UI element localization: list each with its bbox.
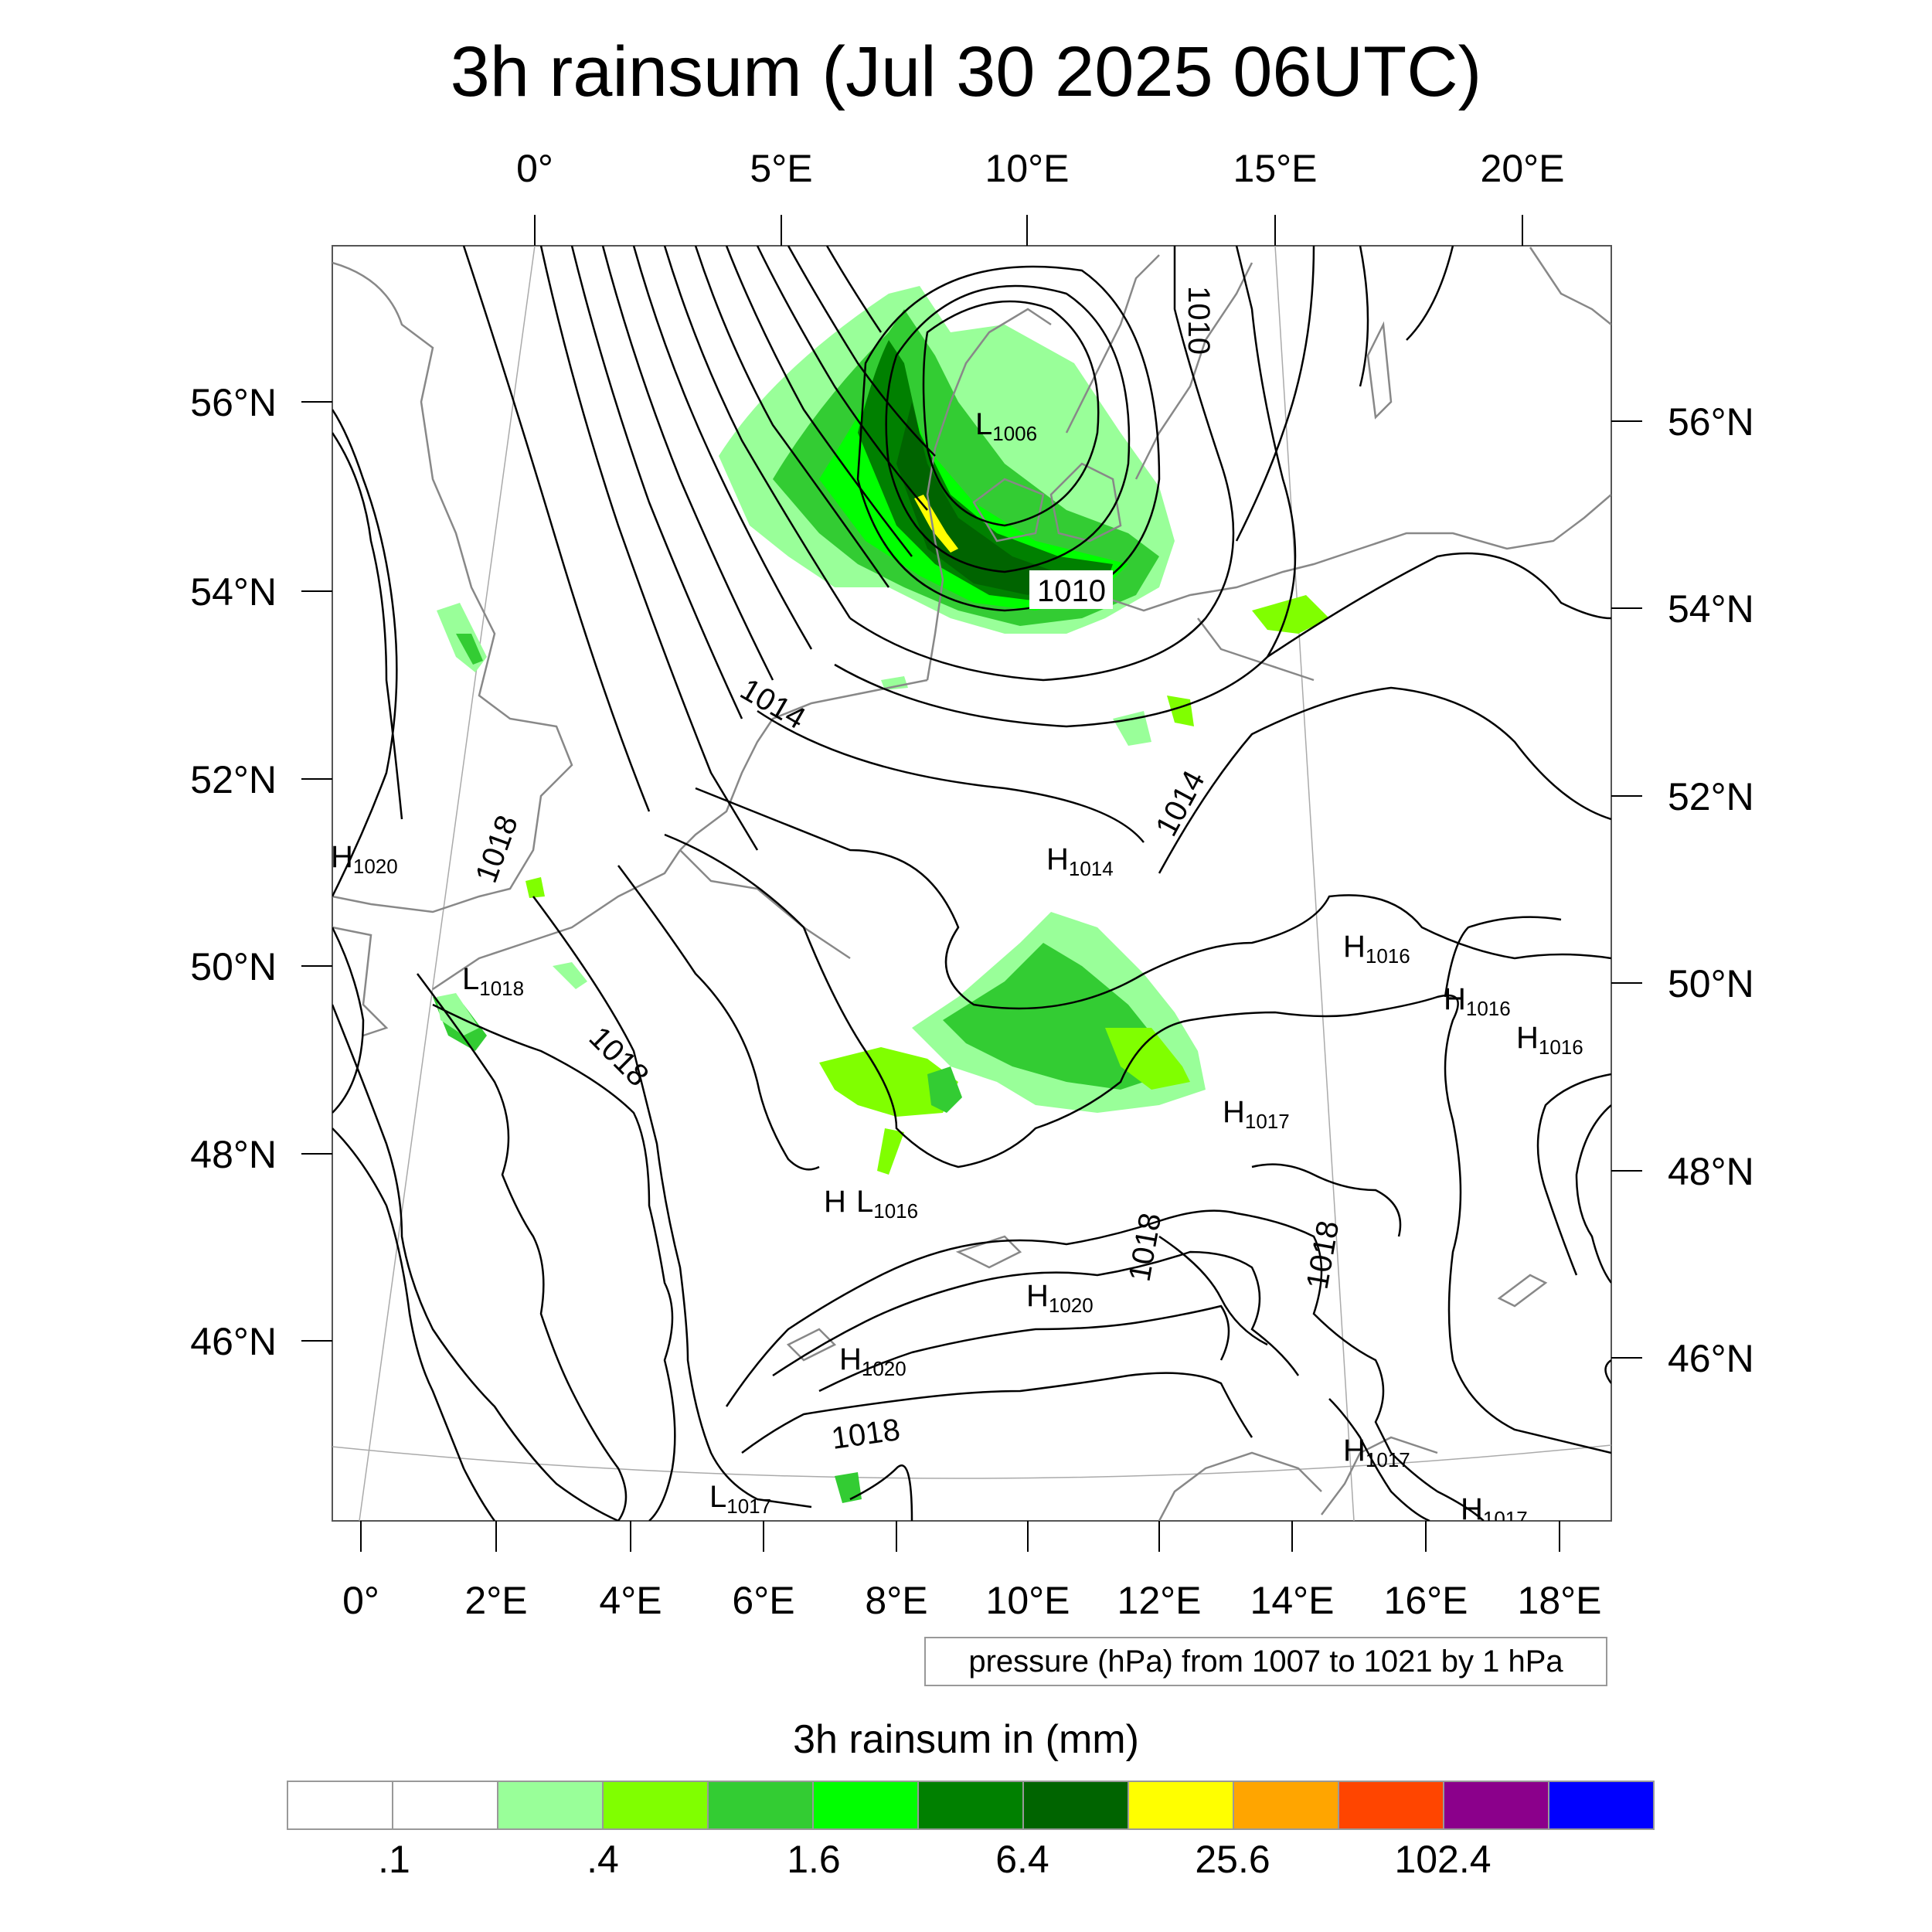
bottom-lon-tick-label: 16°E [1384, 1579, 1468, 1622]
bottom-lon-tick-label: 18°E [1518, 1579, 1602, 1622]
rain-area-central-lime [1105, 1028, 1190, 1090]
left-lat-labels: 56°N 54°N 52°N 50°N 48°N 46°N [190, 381, 277, 1363]
map-title: 3h rainsum (Jul 30 2025 06UTC) [450, 32, 1482, 111]
top-lon-tick-label: 0° [516, 147, 553, 190]
pressure-center-label: H1020 [331, 840, 398, 878]
rain-area-darkest [896, 402, 1066, 595]
rain-area-east-patch [1252, 595, 1329, 634]
pressure-center-label: H1017 [1223, 1095, 1290, 1133]
pressure-center-label: H1016 [1444, 982, 1511, 1020]
top-lon-tick-label: 10°E [985, 147, 1070, 190]
right-lat-tick-label: 52°N [1668, 775, 1754, 818]
rain-field [433, 286, 1329, 1503]
pressure-center-label: H1017 [1461, 1492, 1528, 1530]
rain-area-yellow [914, 495, 958, 553]
pressure-center-label: L1006 [975, 407, 1037, 445]
bottom-lon-tick-label: 12°E [1117, 1579, 1202, 1622]
right-lat-tick-label: 54°N [1668, 587, 1754, 631]
rain-area-small-3 [835, 1472, 862, 1503]
bottom-lon-tick-label: 2°E [464, 1579, 527, 1622]
pressure-center-label: H1020 [839, 1342, 906, 1380]
rain-area-small-6 [881, 676, 908, 690]
top-lon-tick-label: 5°E [750, 147, 812, 190]
pressure-center-label: H1020 [1026, 1279, 1094, 1317]
bottom-lon-tick-label: 4°E [599, 1579, 662, 1622]
bottom-lon-tick-label: 8°E [865, 1579, 927, 1622]
isobar-label: 1010 [1037, 574, 1106, 608]
bottom-lon-labels: 0° 2°E 4°E 6°E 8°E 10°E 12°E 14°E 16°E 1… [342, 1579, 1601, 1622]
rain-area-dark [858, 340, 1113, 603]
rain-area-small-2 [553, 962, 587, 989]
top-lon-tick-label: 15°E [1233, 147, 1318, 190]
pressure-center-label: L1016 [856, 1185, 918, 1223]
bottom-lon-tick-label: 10°E [986, 1579, 1070, 1622]
rain-area-small-5 [1167, 696, 1194, 726]
pressure-center-label: H [824, 1185, 846, 1219]
pressure-info-box: pressure (hPa) from 1007 to 1021 by 1 hP… [924, 1637, 1607, 1686]
rain-area-small-7 [526, 877, 545, 898]
left-lat-tick-label: 52°N [190, 758, 277, 801]
pressure-center-label: L1017 [709, 1480, 771, 1518]
pressure-center-label: H1016 [1343, 930, 1410, 968]
rain-area-small-1 [877, 1128, 904, 1175]
pressure-centers: L1006 H1020 H1014 L1018 H1016 H1016 H101… [331, 407, 1583, 1530]
left-lat-tick-label: 50°N [190, 945, 277, 988]
pressure-center-label: H1017 [1343, 1434, 1410, 1471]
rain-area-green [773, 309, 1159, 626]
rain-area-central-green [943, 943, 1167, 1090]
right-lat-tick-label: 48°N [1668, 1150, 1754, 1193]
bottom-lon-tick-label: 0° [342, 1579, 379, 1622]
left-lat-tick-label: 54°N [190, 570, 277, 614]
top-lon-tick-label: 20°E [1481, 147, 1565, 190]
left-lat-tick-label: 46°N [190, 1320, 277, 1363]
tick-marks [301, 215, 1642, 1552]
right-lat-labels: 56°N 54°N 52°N 50°N 48°N 46°N [1668, 400, 1754, 1380]
coastlines [332, 247, 1611, 1521]
isobars [332, 246, 1611, 1521]
right-lat-tick-label: 50°N [1668, 962, 1754, 1005]
rain-area-west-patch-green [927, 1066, 962, 1113]
left-lat-tick-label: 48°N [190, 1133, 277, 1176]
right-lat-tick-label: 56°N [1668, 400, 1754, 444]
pressure-center-label: H1014 [1046, 842, 1114, 880]
top-lon-labels: 0° 5°E 10°E 15°E 20°E [516, 147, 1564, 190]
pressure-center-label: H1016 [1516, 1021, 1583, 1059]
graticule [332, 246, 1611, 1521]
pressure-center-label: L1018 [462, 962, 524, 1000]
bottom-lon-tick-label: 14°E [1250, 1579, 1335, 1622]
colorbar-title: 3h rainsum in (mm) [793, 1717, 1139, 1762]
rain-area-channel-light [437, 993, 479, 1036]
rain-area-west-patch [819, 1047, 958, 1117]
isobar-label: 1010 [1182, 286, 1216, 355]
right-lat-tick-label: 46°N [1668, 1337, 1754, 1380]
rain-area-england-green [456, 634, 483, 665]
bottom-lon-tick-label: 6°E [732, 1579, 794, 1622]
left-lat-tick-label: 56°N [190, 381, 277, 424]
map-content [332, 246, 1611, 1521]
